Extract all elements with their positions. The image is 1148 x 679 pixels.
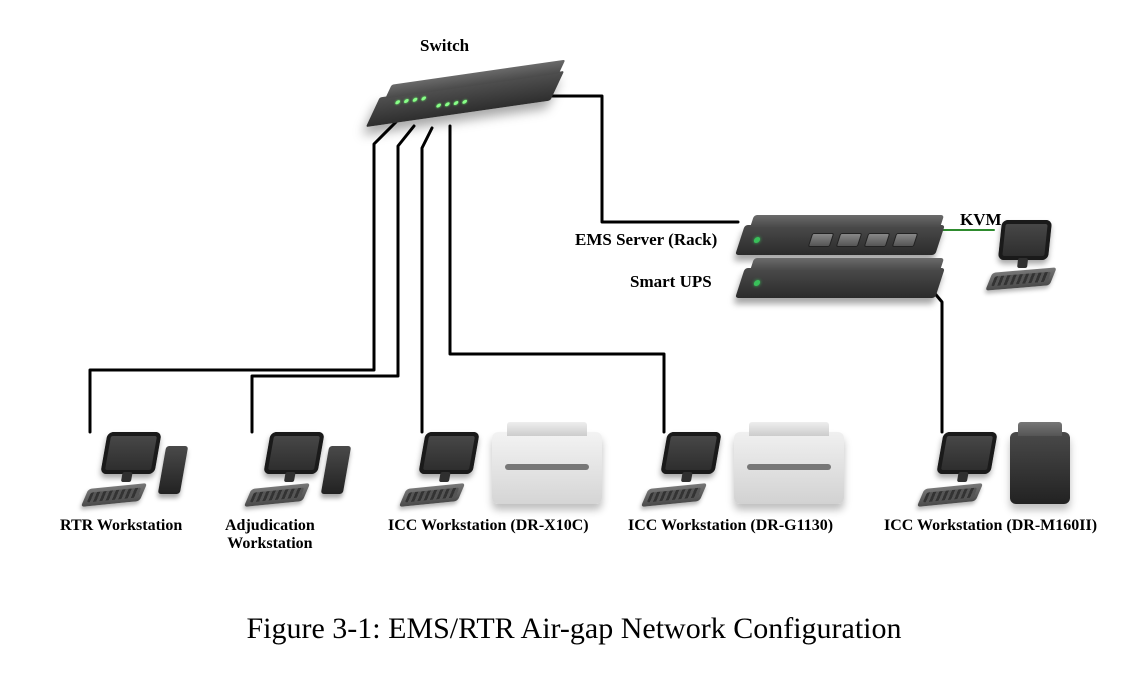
cable-switch-adj_ws: [252, 126, 414, 432]
cable-switch-icc_x10c: [422, 128, 432, 432]
icc-x10c-label: ICC Workstation (DR-X10C): [388, 517, 589, 535]
cable-switch-ems_server: [516, 96, 738, 222]
icc-g1130-label: ICC Workstation (DR-G1130): [628, 517, 833, 535]
figure-caption: Figure 3-1: EMS/RTR Air-gap Network Conf…: [0, 612, 1148, 646]
diagram-stage: { "caption": { "text": "Figure 3-1: EMS/…: [0, 0, 1148, 679]
switch-device: [366, 71, 564, 127]
smart-ups-label: Smart UPS: [630, 272, 712, 292]
cable-smart_ups-icc_m160: [932, 290, 942, 432]
cable-layer: [0, 0, 1148, 679]
ems-server-rack: [735, 225, 945, 255]
icc-m160-label: ICC Workstation (DR-M160II): [884, 517, 1097, 535]
ems-server-label: EMS Server (Rack): [575, 230, 717, 250]
kvm-label: KVM: [960, 210, 1002, 230]
cable-switch-rtr_ws: [90, 122, 396, 432]
switch-label: Switch: [420, 36, 469, 56]
adj-ws-label: Adjudication Workstation: [225, 517, 315, 553]
scanner-dr-x10c: [492, 432, 602, 504]
smart-ups-rack: [735, 268, 945, 298]
scanner-dr-g1130: [734, 432, 844, 504]
scanner-dr-m160ii: [1010, 432, 1070, 504]
rtr-ws-label: RTR Workstation: [60, 517, 182, 535]
